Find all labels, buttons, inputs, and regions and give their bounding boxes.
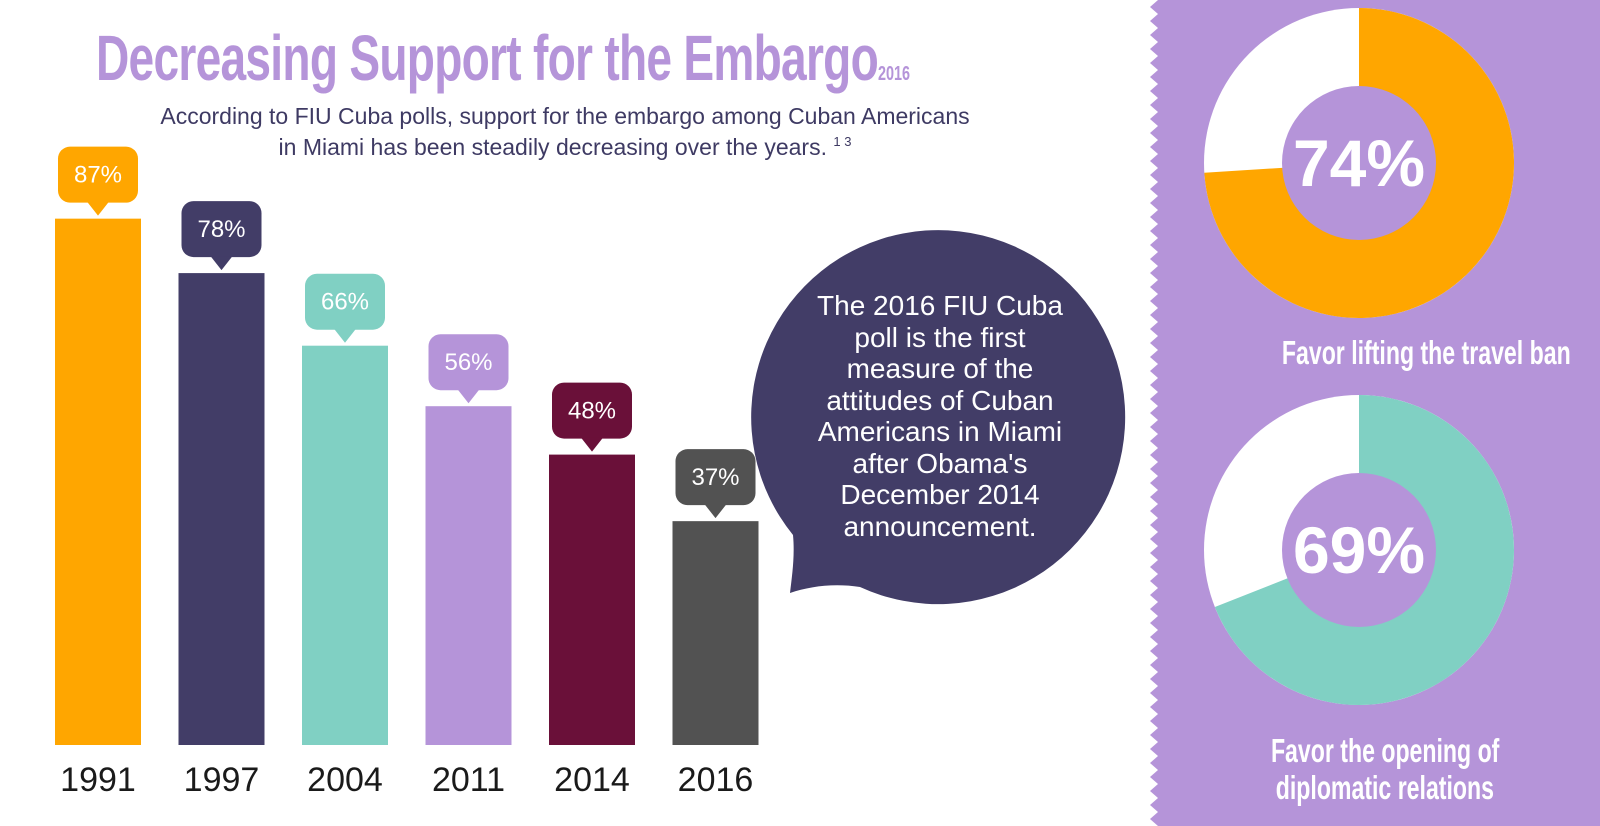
bar-value-label-2016: 37% <box>691 464 739 491</box>
page-title: Decreasing Support for the Embargo2016 <box>96 12 910 120</box>
x-tick-2016: 2016 <box>678 761 754 799</box>
callout-line: after Obama's <box>852 447 1028 479</box>
x-tick-2004: 2004 <box>307 761 383 799</box>
bar-label-box-2014 <box>552 382 632 439</box>
callout-line: poll is the first <box>854 321 1026 353</box>
donut-label-diplomatic-line-1: Favor the opening of <box>1270 732 1500 769</box>
callout-line: December 2014 <box>840 479 1040 510</box>
subtitle: According to FIU Cuba polls, support for… <box>30 103 1100 160</box>
callout-line: Americans in Miami <box>817 416 1063 447</box>
subtitle-line-2: in Miami has been steadily decreasing ov… <box>278 134 827 160</box>
subtitle-footnotes: 1 3 <box>833 134 852 149</box>
donut-label-diplomatic: Favor the opening of diplomatic relation… <box>1220 732 1550 806</box>
bar-2014 <box>549 454 635 745</box>
title-block: Decreasing Support for the Embargo2016 <box>96 12 1096 112</box>
donut-label-travel-ban-text: Favor lifting the travel ban <box>1281 334 1571 371</box>
bar-1991 <box>55 218 141 745</box>
callout-line: announcement. <box>843 510 1037 542</box>
callout-text: The 2016 FIU Cuba poll is the first measur… <box>775 290 1105 542</box>
donut-label-travel-ban: Favor lifting the travel ban <box>1220 334 1571 371</box>
bar-value-label-1997: 78% <box>197 216 245 243</box>
x-tick-1991: 1991 <box>60 761 136 799</box>
bar-label-pointer-2016 <box>704 504 727 519</box>
callout-bubble <box>751 230 1126 605</box>
bar-label-pointer-1997 <box>210 256 233 271</box>
title-text: Decreasing Support for the Embargo <box>96 22 879 94</box>
bar-label-pointer-2011 <box>457 389 480 404</box>
bar-2004 <box>302 345 388 745</box>
callout-shape <box>751 230 1126 605</box>
donut-label-diplomatic-line-2: diplomatic relations <box>1275 769 1495 806</box>
bar-label-box-1991 <box>58 146 138 203</box>
bar-label-box-1997 <box>181 201 262 258</box>
donut-hole-travel-ban <box>1282 86 1436 240</box>
bar-value-label-2004: 66% <box>321 289 369 316</box>
bar-2016 <box>672 521 759 745</box>
bar-label-box-2011 <box>428 334 509 391</box>
donut-center-label-travel-ban: 74% <box>1293 126 1425 200</box>
bar-chart: 87% 1991 78% 1997 66% 2004 56% 2011 48% 2014 37% 20… <box>55 146 759 799</box>
donut-center-label-diplomatic: 69% <box>1293 513 1425 587</box>
callout-line: measure of the <box>846 353 1034 384</box>
title-year: 2016 <box>878 63 911 85</box>
x-tick-1997: 1997 <box>184 761 260 799</box>
x-tick-2014: 2014 <box>554 761 630 799</box>
bar-label-box-2004 <box>305 273 385 330</box>
bar-label-pointer-1991 <box>87 201 109 216</box>
bar-label-pointer-2014 <box>581 437 603 452</box>
bar-value-label-2011: 56% <box>444 349 492 376</box>
donut-hole-diplomatic <box>1282 473 1436 627</box>
bar-label-pointer-2004 <box>334 328 356 343</box>
subtitle-line-1: According to FIU Cuba polls, support for… <box>160 103 970 129</box>
bar-value-label-2014: 48% <box>568 398 616 425</box>
bar-value-label-1991: 87% <box>74 162 122 189</box>
callout-line: attitudes of Cuban <box>826 384 1054 416</box>
bar-2011 <box>425 406 512 745</box>
side-panel: 74% 69% <box>1150 0 1600 826</box>
callout-line: The 2016 FIU Cuba <box>817 290 1063 321</box>
bar-label-box-2016 <box>675 449 756 506</box>
bar-1997 <box>178 273 265 745</box>
x-tick-2011: 2011 <box>432 761 505 799</box>
